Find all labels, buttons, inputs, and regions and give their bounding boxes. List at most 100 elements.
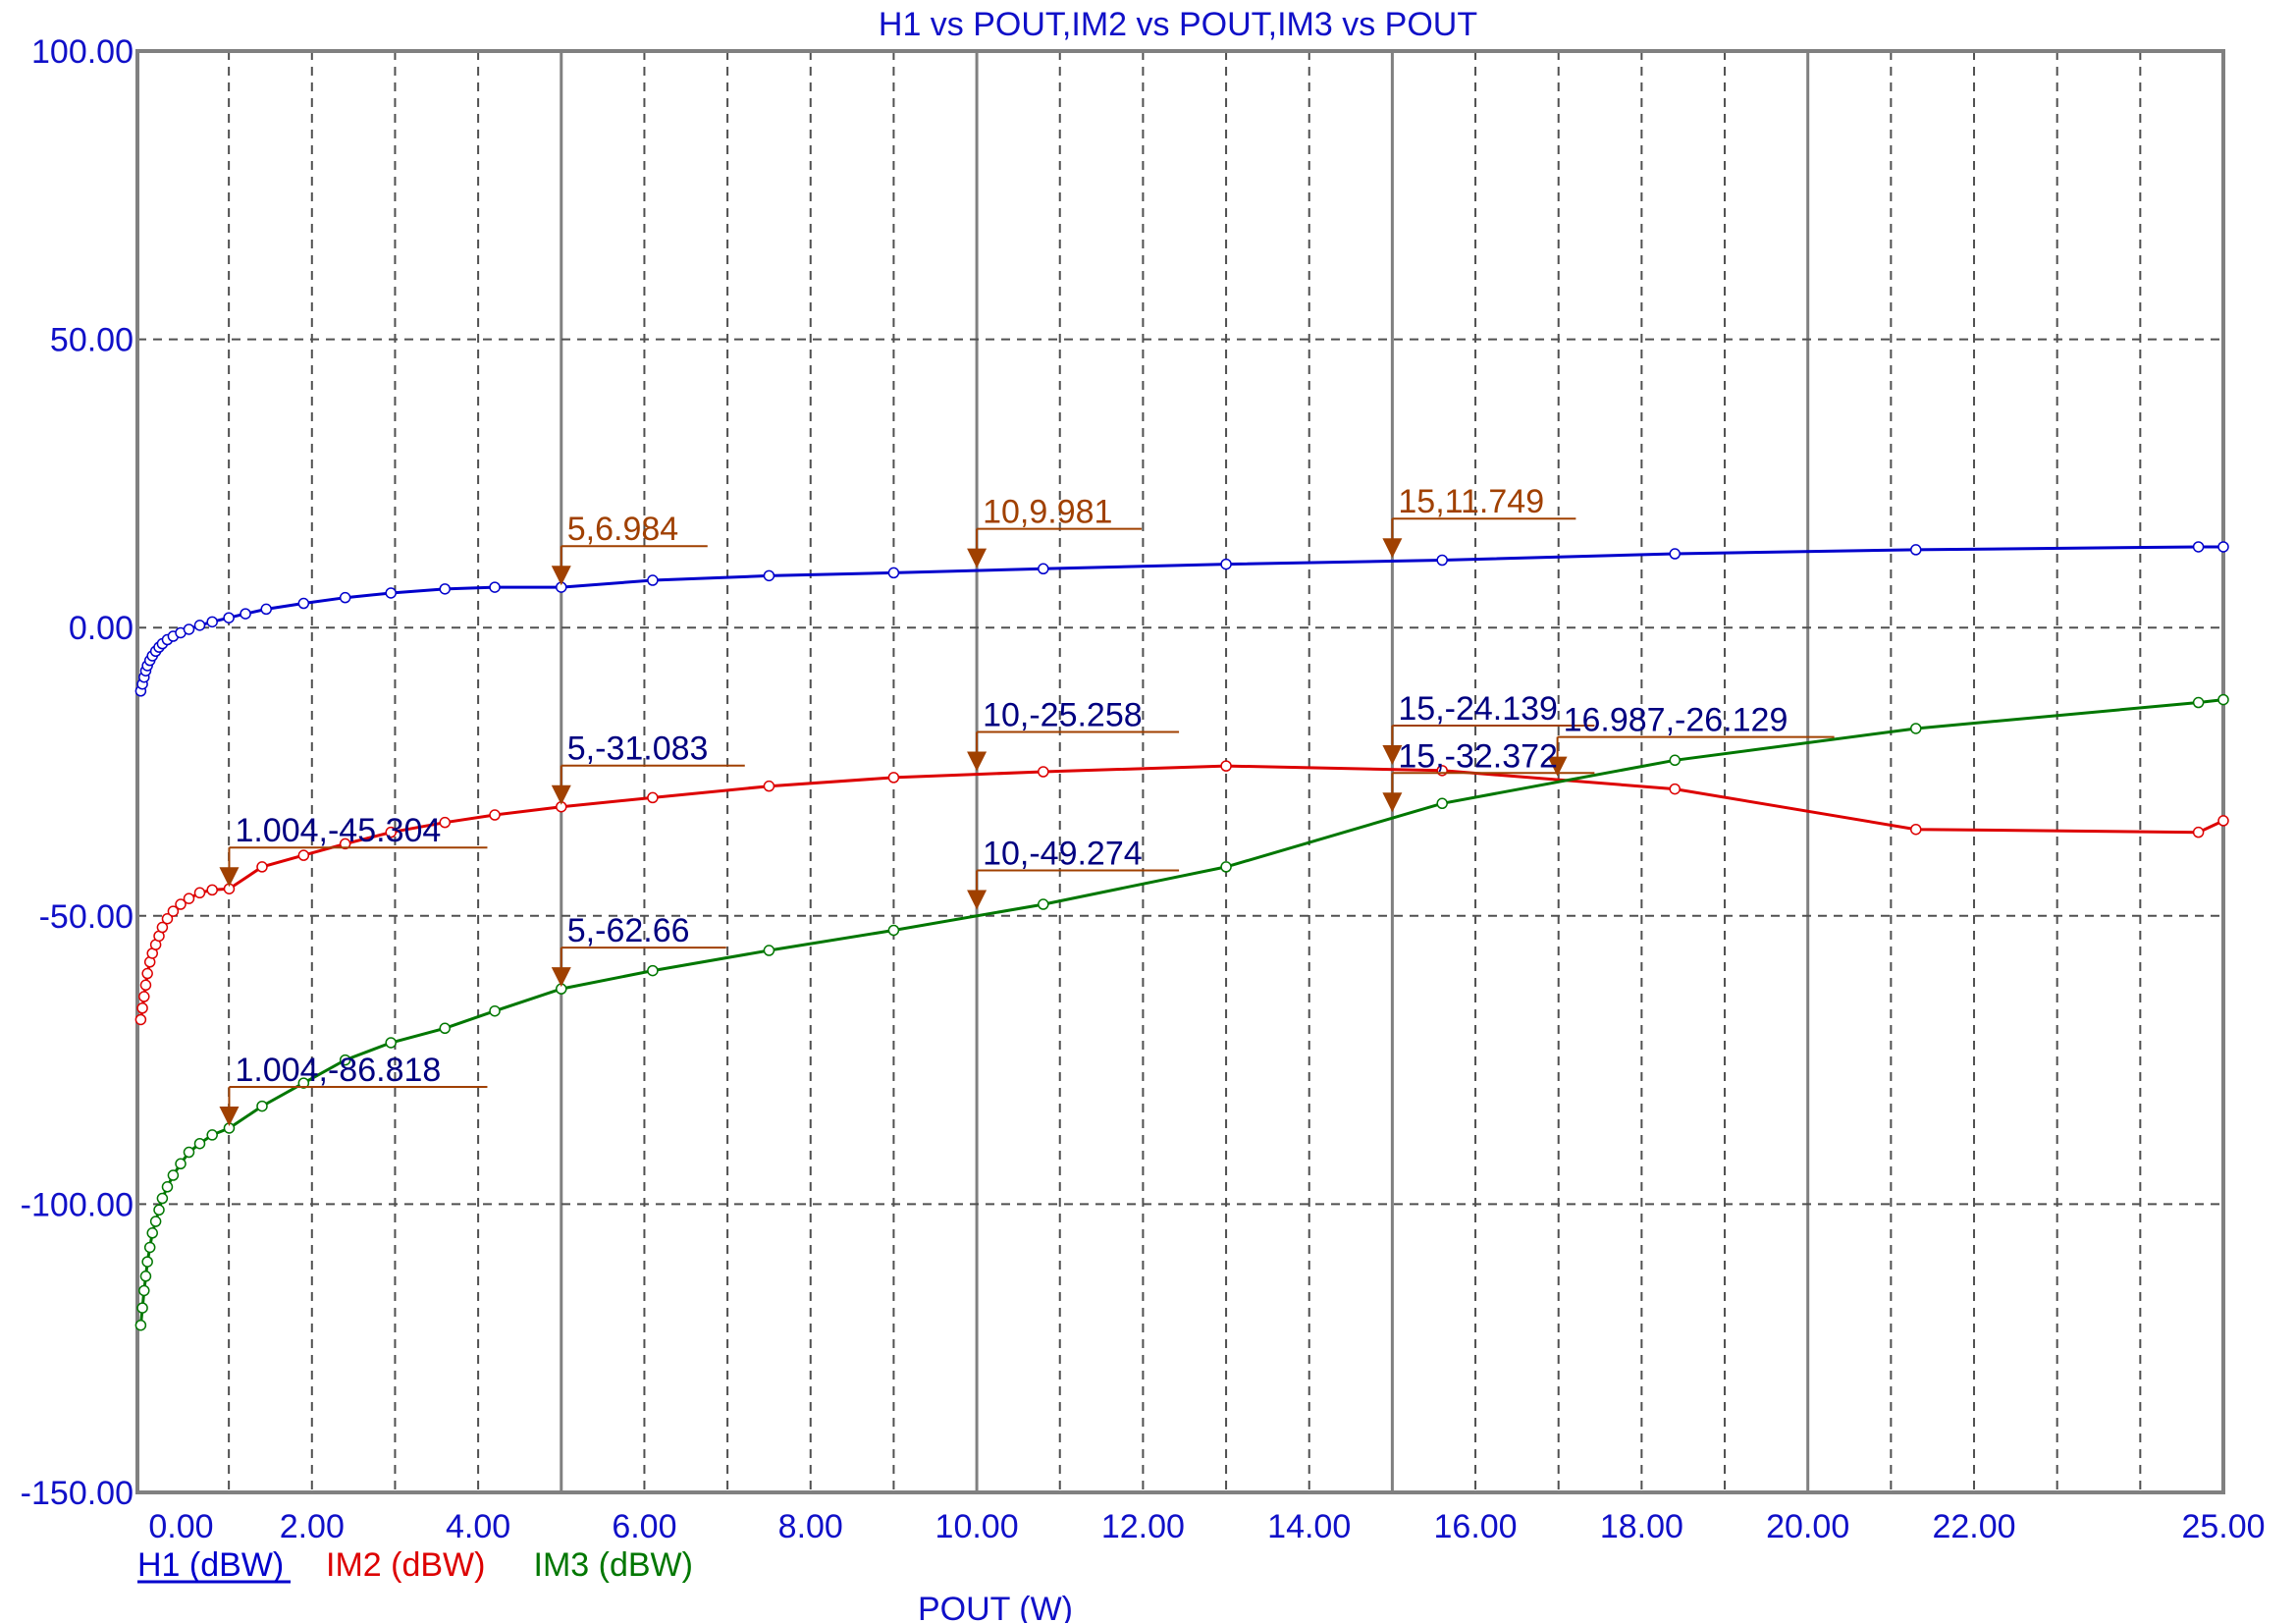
y-tick-label: -100.00: [21, 1186, 133, 1223]
data-point: [260, 603, 272, 616]
data-point: [339, 591, 351, 604]
data-point: [2217, 693, 2229, 706]
marker-arrow-icon: [1382, 538, 1403, 559]
x-axis-title: POUT (W): [918, 1591, 1073, 1623]
data-point: [297, 849, 310, 861]
data-point: [1910, 544, 1922, 556]
data-point: [2217, 815, 2229, 827]
data-point: [156, 921, 169, 934]
data-point: [763, 945, 775, 956]
annotation-marker: 1.004,-86.818: [219, 1052, 488, 1126]
chart-title: H1 vs POUT,IM2 vs POUT,IM3 vs POUT: [879, 6, 1477, 43]
marker-label: 15,-24.139: [1398, 690, 1558, 728]
data-point: [2192, 826, 2205, 839]
x-tick-label: 10.00: [935, 1508, 1019, 1545]
data-point: [223, 612, 235, 623]
data-point: [183, 893, 195, 904]
data-point: [1436, 797, 1448, 810]
annotation-marker: 15,-32.372: [1382, 737, 1595, 813]
data-point: [1038, 898, 1049, 910]
data-point: [175, 898, 187, 910]
marker-label: 15,11.749: [1398, 483, 1544, 520]
data-point: [439, 1022, 451, 1035]
data-point: [489, 809, 501, 821]
marker-arrow-icon: [1382, 792, 1403, 813]
marker-label: 5,-31.083: [567, 730, 709, 768]
annotation-marker: 15,11.749: [1382, 483, 1576, 559]
data-point: [1910, 723, 1922, 734]
series-layer: [134, 541, 2229, 1331]
data-point: [136, 1302, 148, 1314]
x-tick-label: 0.00: [148, 1508, 213, 1545]
data-point: [139, 979, 152, 992]
data-point: [1669, 548, 1681, 560]
marker-label: 16.987,-26.129: [1564, 702, 1789, 739]
data-point: [193, 887, 206, 899]
x-tick-label: 14.00: [1267, 1508, 1351, 1545]
data-point: [763, 780, 775, 792]
marker-layer: 5,6.984 10,9.981 15,11.749 5,-31.083 10,-25.…: [219, 483, 1835, 1126]
marker-label: 5,6.984: [567, 511, 678, 548]
data-point: [161, 912, 174, 925]
x-tick-label: 18.00: [1600, 1508, 1683, 1545]
marker-label: 10,9.981: [983, 494, 1112, 531]
marker-arrow-icon: [967, 751, 988, 772]
series-line: [138, 698, 2224, 1325]
data-point: [138, 991, 150, 1002]
data-point: [206, 1129, 218, 1141]
data-point: [339, 1054, 351, 1066]
series-line: [138, 545, 2223, 692]
data-point: [489, 581, 501, 593]
data-point: [1220, 861, 1232, 873]
axis-layer: H1 vs POUT,IM2 vs POUT,IM3 vs POUT POUT …: [21, 6, 2266, 1623]
data-point: [139, 1271, 152, 1282]
data-point: [141, 967, 153, 980]
marker-arrow-icon: [967, 890, 988, 910]
data-point: [647, 574, 659, 586]
series-1: [134, 541, 2229, 697]
data-point: [167, 1169, 180, 1181]
data-point: [385, 1037, 397, 1049]
data-point: [489, 1004, 501, 1017]
data-point: [156, 1192, 169, 1205]
data-point: [1669, 754, 1681, 767]
data-point: [193, 620, 206, 631]
data-point: [143, 1241, 156, 1254]
data-point: [206, 616, 218, 628]
data-point: [385, 587, 397, 599]
data-point: [1220, 760, 1232, 772]
x-tick-label: 12.00: [1101, 1508, 1185, 1545]
marker-arrow-icon: [551, 784, 571, 805]
annotation-marker: 10,9.981: [967, 494, 1143, 568]
data-point: [439, 583, 451, 595]
data-point: [1220, 558, 1232, 570]
data-point: [339, 838, 351, 850]
y-tick-label: 100.00: [31, 33, 133, 71]
annotation-marker: 10,-49.274: [967, 836, 1180, 910]
annotation-marker: 5,-31.083: [551, 730, 745, 805]
legend-entry-2: IM2 (dBW): [326, 1546, 485, 1584]
x-tick-label: 6.00: [612, 1508, 676, 1545]
data-point: [183, 1146, 195, 1159]
data-point: [297, 597, 310, 610]
data-point: [167, 905, 180, 917]
series-line: [138, 764, 2224, 1020]
annotation-marker: 5,6.984: [551, 511, 708, 586]
annotation-marker: 1.004,-45.304: [219, 812, 488, 888]
y-tick-label: -50.00: [39, 898, 133, 936]
y-tick-label: -150.00: [21, 1475, 133, 1512]
x-tick-label: 2.00: [280, 1508, 345, 1545]
data-point: [439, 816, 451, 829]
data-point: [206, 884, 218, 896]
data-point: [240, 608, 251, 620]
data-point: [1038, 563, 1049, 575]
data-point: [1038, 766, 1049, 778]
data-point: [256, 861, 268, 873]
data-point: [134, 1013, 147, 1026]
data-point: [161, 1181, 174, 1193]
annotation-marker: 5,-62.66: [551, 912, 726, 988]
data-point: [1910, 823, 1922, 836]
marker-label: 10,-25.258: [983, 697, 1143, 734]
